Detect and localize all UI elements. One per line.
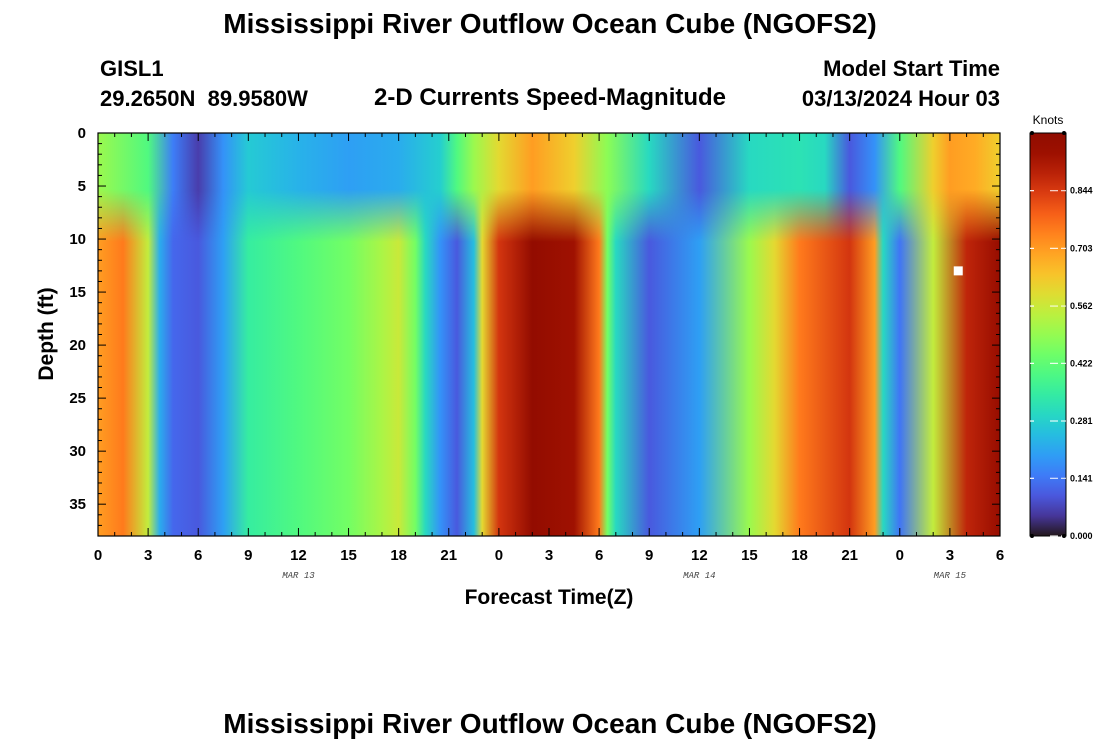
y-tick-label: 20 xyxy=(69,337,86,354)
colorbar: Knots 0.000 0.141 0.281 0.422 0.562 0.703 0.84… xyxy=(1029,113,1093,541)
x-tick-label: 21 xyxy=(440,547,457,564)
x-tick-label: 12 xyxy=(691,547,708,564)
y-tick-label: 15 xyxy=(69,284,86,301)
y-tick-label: 25 xyxy=(69,390,86,407)
x-tick-label: 6 xyxy=(996,547,1004,564)
x-tick-label: 18 xyxy=(791,547,808,564)
x-tick-label: 0 xyxy=(896,547,904,564)
y-tick-label: 30 xyxy=(69,443,86,460)
colorbar-tick-label: 0.000 xyxy=(1070,531,1093,541)
y-axis: 0 5 10 15 20 25 30 35 xyxy=(69,125,1000,537)
x-tick-label: 6 xyxy=(595,547,603,564)
colorbar-end-dot xyxy=(1030,534,1034,538)
colorbar-end-dot xyxy=(1030,131,1034,135)
colorbar-tick-label: 0.844 xyxy=(1070,186,1093,196)
y-axis-title: Depth (ft) xyxy=(35,287,58,380)
x-axis-title: Forecast Time(Z) xyxy=(465,586,634,609)
x-tick-label: 3 xyxy=(545,547,553,564)
station-coordinates: 29.2650N 89.9580W xyxy=(100,86,308,111)
chart-subtitle: 2-D Currents Speed-Magnitude xyxy=(373,84,727,111)
x-tick-label: 3 xyxy=(144,547,152,564)
colorbar-tick-label: 0.141 xyxy=(1070,473,1093,483)
station-id: GISL1 xyxy=(100,56,164,81)
x-tick-label: 9 xyxy=(645,547,653,564)
date-label: MAR 14 xyxy=(683,571,715,581)
x-tick-label: 12 xyxy=(290,547,307,564)
date-label: MAR 13 xyxy=(282,571,315,581)
x-tick-label: 15 xyxy=(741,547,758,564)
colorbar-scale xyxy=(1029,132,1067,537)
x-tick-label: 21 xyxy=(841,547,858,564)
model-start-label: Model Start Time xyxy=(823,56,1000,81)
heatmap-depth-layer xyxy=(98,133,1000,536)
date-label: MAR 15 xyxy=(934,571,967,581)
x-tick-label: 9 xyxy=(244,547,252,564)
colorbar-tick-label: 0.703 xyxy=(1070,243,1093,253)
colorbar-tick-label: 0.281 xyxy=(1070,416,1093,426)
colorbar-tick-label: 0.562 xyxy=(1070,301,1093,311)
y-tick-label: 0 xyxy=(78,125,86,142)
colorbar-end-dot xyxy=(1062,131,1066,135)
model-start-value: 03/13/2024 Hour 03 xyxy=(801,86,1000,111)
x-tick-label: 0 xyxy=(495,547,503,564)
heatmap-field xyxy=(98,133,1000,536)
colorbar-end-dot xyxy=(1062,534,1066,538)
x-tick-label: 3 xyxy=(946,547,954,564)
y-tick-label: 5 xyxy=(78,178,86,195)
colorbar-tick-label: 0.422 xyxy=(1070,358,1093,368)
y-tick-label: 10 xyxy=(69,231,86,248)
point-marker xyxy=(953,266,963,276)
colorbar-title: Knots xyxy=(1033,113,1064,127)
bottom-chart-title: Mississippi River Outflow Ocean Cube (NG… xyxy=(223,708,877,739)
x-tick-label: 18 xyxy=(390,547,407,564)
x-tick-label: 6 xyxy=(194,547,202,564)
x-tick-label: 15 xyxy=(340,547,357,564)
chart-title: Mississippi River Outflow Ocean Cube (NG… xyxy=(223,8,877,39)
y-tick-label: 35 xyxy=(69,496,86,513)
x-tick-label: 0 xyxy=(94,547,102,564)
x-axis: 0 3 6 9 12 15 18 21 0 3 6 9 12 15 18 21 0 3 6 MAR 13 MAR 14 M… xyxy=(94,133,1004,581)
